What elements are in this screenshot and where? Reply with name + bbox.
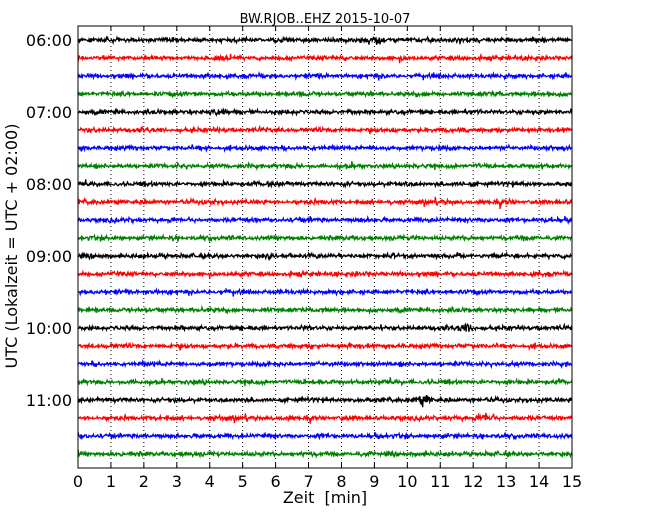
x-tick-label: 11 — [430, 472, 450, 491]
y-tick-label: 09:00 — [26, 247, 72, 266]
trace-1015 — [77, 341, 573, 352]
trace-0615 — [77, 52, 573, 64]
grid-lines — [110, 26, 540, 468]
trace-1145 — [77, 448, 573, 459]
x-tick-label: 5 — [238, 472, 248, 491]
y-tick-label: 06:00 — [26, 31, 72, 50]
y-tick-label: 07:00 — [26, 103, 72, 122]
trace-1100 — [77, 394, 573, 408]
trace-0700 — [77, 107, 573, 117]
trace-0800 — [77, 178, 573, 189]
x-tick-label: 4 — [205, 472, 215, 491]
x-tick-label: 3 — [172, 472, 182, 491]
trace-0845 — [77, 233, 573, 243]
x-tick-label: 6 — [271, 472, 281, 491]
x-tick-label: 8 — [336, 472, 346, 491]
trace-0915 — [77, 269, 573, 280]
trace-0930 — [77, 287, 572, 297]
y-tick-label: 11:00 — [26, 391, 72, 410]
x-axis-ticks: 0 1 2 3 4 5 6 7 8 9 10 11 12 13 14 15 — [73, 26, 582, 491]
x-tick-label: 0 — [73, 472, 83, 491]
x-tick-label: 14 — [529, 472, 549, 491]
y-axis-label: UTC (Lokalzeit = UTC + 02:00) — [2, 124, 21, 369]
trace-0630 — [77, 70, 573, 81]
trace-1115 — [77, 412, 573, 424]
trace-0730 — [77, 143, 573, 153]
chart-title: BW.RJOB..EHZ 2015-10-07 — [240, 12, 411, 27]
plot-frame — [77, 25, 573, 469]
x-tick-label: 12 — [463, 472, 483, 491]
trace-0645 — [77, 89, 573, 99]
x-tick-label: 1 — [106, 472, 116, 491]
trace-0900 — [77, 250, 573, 262]
x-tick-label: 13 — [496, 472, 516, 491]
trace-0745 — [77, 161, 573, 172]
y-tick-label: 08:00 — [26, 175, 72, 194]
trace-0715 — [77, 124, 573, 135]
seismic-traces — [77, 35, 573, 459]
x-tick-label: 10 — [397, 472, 417, 491]
x-tick-label: 15 — [562, 472, 582, 491]
trace-1045 — [77, 377, 573, 388]
trace-0830 — [77, 215, 573, 226]
x-tick-label: 9 — [369, 472, 379, 491]
trace-1030 — [77, 358, 573, 370]
y-tick-label: 10:00 — [26, 319, 72, 338]
x-tick-label: 7 — [303, 472, 313, 491]
trace-1000 — [77, 322, 573, 333]
trace-0815 — [77, 196, 573, 210]
x-axis-label: Zeit [min] — [283, 488, 367, 507]
trace-0945 — [77, 304, 573, 316]
y-axis-ticks: 06:00 07:00 08:00 09:00 10:00 11:00 — [26, 31, 572, 410]
x-tick-label: 2 — [139, 472, 149, 491]
trace-0600 — [77, 35, 573, 46]
trace-1130 — [77, 431, 573, 441]
